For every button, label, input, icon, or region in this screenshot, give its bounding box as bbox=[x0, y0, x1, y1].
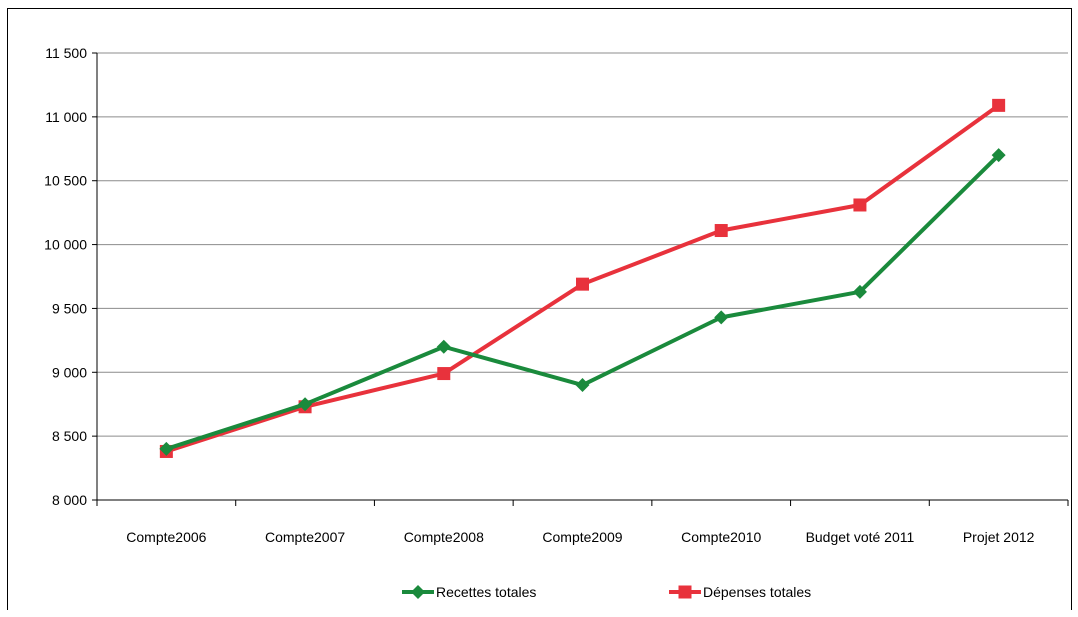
y-tick-label: 8 000 bbox=[52, 492, 87, 508]
data-point bbox=[992, 98, 1006, 112]
data-point bbox=[853, 198, 867, 212]
x-tick-label: Compte2006 bbox=[126, 529, 206, 545]
y-tick-label: 10 500 bbox=[44, 173, 87, 189]
data-point bbox=[991, 148, 1006, 163]
data-point bbox=[678, 585, 692, 599]
y-axis-ticks: 8 000 8 500 9 000 9 500 10 000 10 500 11 000 11… bbox=[44, 45, 97, 508]
x-tick-label: Budget voté 2011 bbox=[806, 529, 915, 545]
y-tick-label: 11 500 bbox=[45, 45, 87, 61]
data-point bbox=[575, 378, 590, 393]
y-tick-label: 11 000 bbox=[45, 109, 87, 125]
y-tick-label: 9 000 bbox=[52, 364, 87, 380]
data-point bbox=[852, 284, 867, 299]
gridlines bbox=[97, 52, 1068, 437]
x-tick-label: Projet 2012 bbox=[963, 529, 1035, 545]
axes bbox=[96, 53, 1068, 501]
data-point bbox=[714, 224, 728, 238]
chart-frame bbox=[7, 8, 1072, 610]
y-tick-label: 8 500 bbox=[52, 428, 87, 444]
data-point bbox=[436, 339, 451, 354]
data-point bbox=[411, 585, 425, 599]
x-axis-ticks: Compte2006 Compte2007 Compte2008 Compte2009… bbox=[96, 500, 1069, 545]
legend-label: Recettes totales bbox=[436, 584, 536, 600]
data-point bbox=[714, 310, 729, 325]
data-point bbox=[298, 397, 313, 412]
x-tick-label: Compte2009 bbox=[542, 529, 622, 545]
data-point bbox=[576, 277, 589, 291]
legend-label: Dépenses totales bbox=[703, 584, 811, 600]
data-point bbox=[159, 441, 174, 456]
series-line bbox=[165, 153, 1001, 451]
y-tick-label: 9 500 bbox=[52, 300, 87, 316]
data-point bbox=[437, 367, 451, 381]
series-group bbox=[159, 98, 1006, 458]
x-tick-label: Compte2010 bbox=[681, 529, 761, 545]
y-tick-label: 10 000 bbox=[44, 237, 87, 253]
legend: Recettes totales Dépenses totales bbox=[402, 584, 811, 600]
x-tick-label: Compte2007 bbox=[265, 529, 345, 545]
x-tick-label: Compte2008 bbox=[404, 529, 484, 545]
